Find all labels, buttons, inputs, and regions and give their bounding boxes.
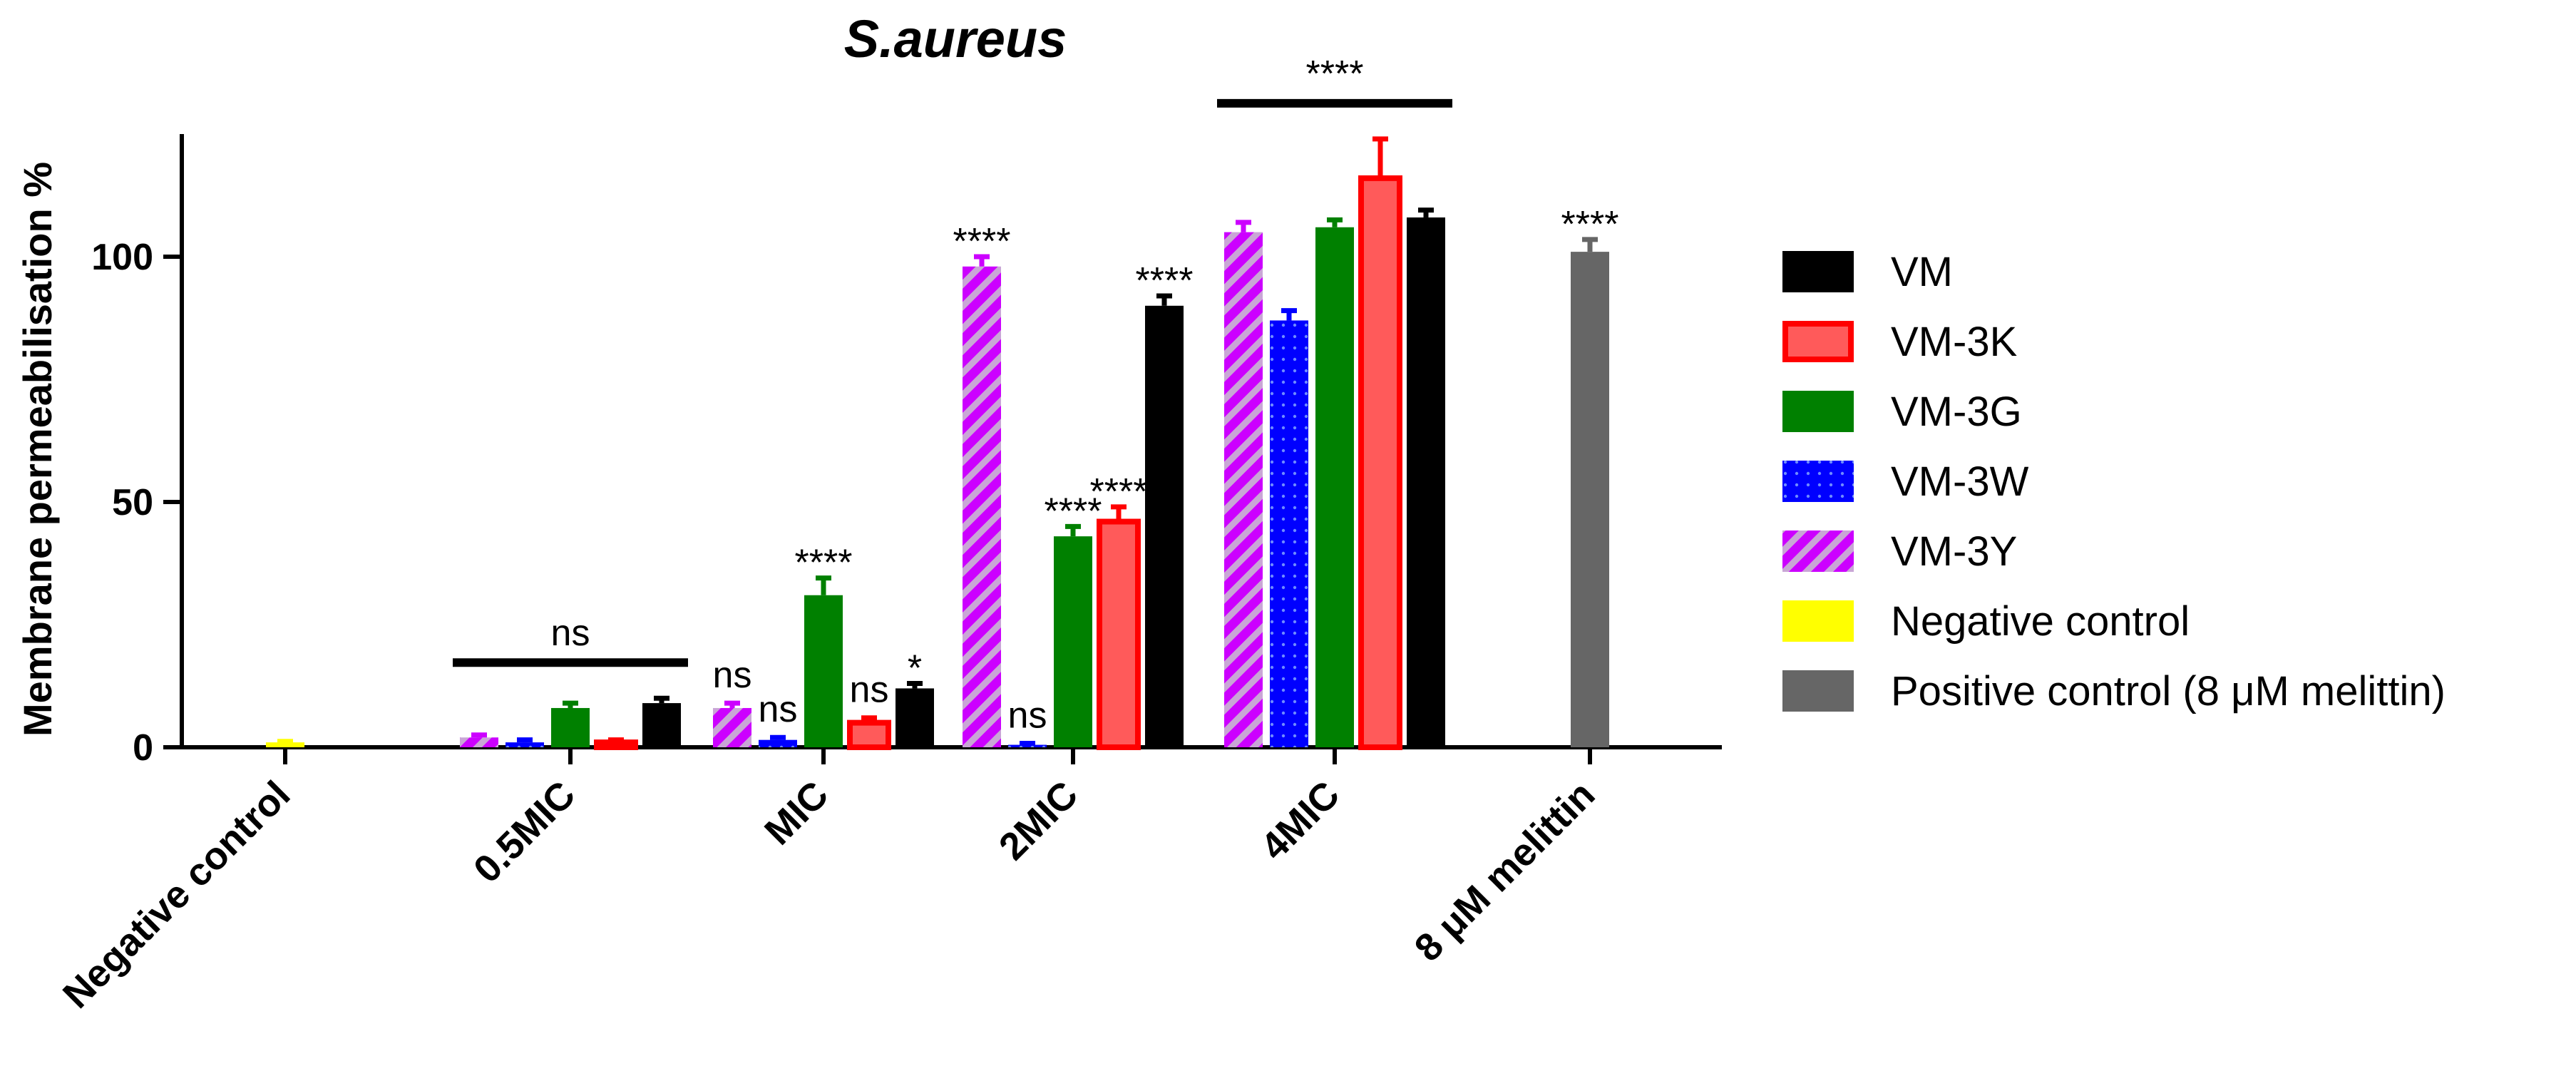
x-tick-label-mic: MIC — [756, 773, 836, 853]
bracket-label-0-5mic: ns — [551, 613, 590, 654]
bar-mic-vm-3w — [759, 739, 797, 747]
bar-mic-vm — [896, 688, 934, 747]
bar-4mic-vm-3w — [1270, 320, 1308, 747]
legend-label-negative-control: Negative control — [1891, 598, 2190, 645]
bar-0-5mic-vm-3k — [594, 739, 638, 750]
legend-label-vm-3y: VM-3Y — [1891, 528, 2017, 575]
x-tick-label-0-5mic: 0.5MIC — [466, 773, 584, 891]
bar-mic-vm-3y — [713, 707, 751, 747]
bar-4mic-vm-3y — [1224, 232, 1263, 748]
legend-label-vm-3w: VM-3W — [1891, 458, 2029, 505]
bar-2mic-vm — [1145, 305, 1184, 747]
bar-mic-vm-3g — [804, 595, 843, 747]
x-tick-label-4mic: 4MIC — [1253, 773, 1348, 868]
bar-0-5mic-vm-3w — [506, 742, 544, 747]
y-tick-label-100: 100 — [91, 237, 153, 278]
bars — [266, 136, 1609, 751]
legend-swatch-vm-3y — [1782, 531, 1854, 572]
legend-swatch-positive-control-8-m-melittin — [1782, 670, 1854, 712]
y-tick-label-0: 0 — [133, 727, 153, 769]
bar-2mic-vm-3w — [1008, 744, 1047, 747]
axes: 0 50 100 Negative control 0.5MIC MIC 2MIC 4MIC 8… — [55, 134, 1722, 1017]
bar-8-m-melittin-positive-control-8-m-melittin — [1571, 252, 1609, 747]
annotation-mic-vm-3k: ns — [850, 670, 889, 711]
legend-swatch-vm-3w — [1782, 461, 1854, 502]
annotation-2mic-vm-3g: **** — [1045, 491, 1102, 532]
bar-negative-control-negative-control — [266, 742, 304, 747]
bar-mic-vm-3k — [847, 719, 891, 750]
annotation-2mic-vm-3w: ns — [1008, 695, 1047, 736]
bar-4mic-vm-3g — [1315, 227, 1354, 748]
legend-label-positive-control-8-m-melittin: Positive control (8 μM melittin) — [1891, 668, 2446, 714]
bar-0-5mic-vm-3y — [460, 737, 498, 747]
legend-swatch-vm-3k — [1782, 321, 1854, 362]
y-axis-title: Membrane permeabilisation % — [15, 162, 60, 737]
bracket-label-4mic: **** — [1306, 53, 1364, 95]
bar-2mic-vm-3y — [963, 266, 1001, 747]
bar-0-5mic-vm — [642, 703, 681, 747]
legend-swatch-vm-3g — [1782, 391, 1854, 432]
annotation-8-m-melittin-positive-control-8-m-melittin: **** — [1561, 204, 1619, 245]
annotation-2mic-vm: **** — [1136, 260, 1194, 302]
annotation-2mic-vm-3y: **** — [953, 221, 1011, 262]
bar-4mic-vm — [1407, 217, 1445, 748]
bar-2mic-vm-3g — [1054, 536, 1092, 747]
x-tick-label-8-m-melittin: 8 μM melittin — [1407, 773, 1603, 970]
annotation-mic-vm: * — [908, 648, 922, 690]
annotation-mic-vm-3g: **** — [795, 543, 853, 584]
y-tick-label-50: 50 — [112, 482, 153, 523]
x-tick-label-negative-control: Negative control — [55, 773, 299, 1017]
bar-4mic-vm-3k — [1358, 175, 1402, 751]
legend-label-vm-3k: VM-3K — [1891, 319, 2018, 365]
bar-0-5mic-vm-3g — [551, 707, 590, 747]
legend-label-vm-3g: VM-3G — [1891, 389, 2022, 435]
annotation-mic-vm-3w: ns — [759, 689, 798, 730]
x-tick-label-2mic: 2MIC — [991, 773, 1087, 868]
annotation-2mic-vm-3k: **** — [1090, 471, 1148, 513]
legend-label-vm: VM — [1891, 249, 1953, 295]
chart-title: S.aureus — [844, 9, 1067, 68]
legend-swatch-negative-control — [1782, 600, 1854, 642]
legend: VM VM-3K VM-3G VM-3W VM-3Y Negative control Po… — [1782, 249, 2446, 714]
legend-swatch-vm — [1782, 251, 1854, 292]
bar-2mic-vm-3k — [1097, 518, 1141, 751]
annotation-mic-vm-3y: ns — [713, 655, 752, 696]
